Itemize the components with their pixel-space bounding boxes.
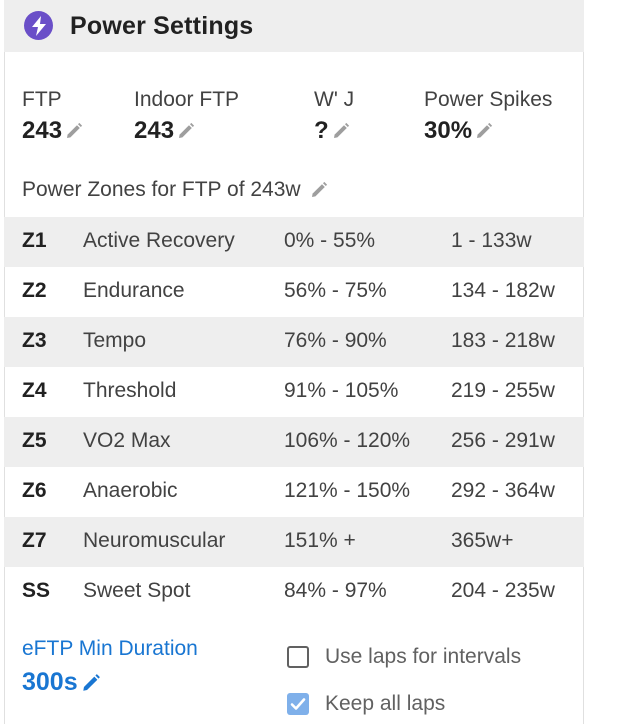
zone-code: Z1 xyxy=(22,229,47,252)
eftp-min-duration-value: 300s xyxy=(22,668,78,696)
zone-row: SS Sweet Spot 84% - 97% 204 - 235w xyxy=(4,567,584,617)
zone-watt-range: 365w+ xyxy=(451,529,514,552)
zone-percent-range: 91% - 105% xyxy=(284,379,399,402)
zone-watt-range: 292 - 364w xyxy=(451,479,555,502)
panel-header: Power Settings xyxy=(4,0,584,52)
zone-name: Sweet Spot xyxy=(83,579,191,602)
indoor-ftp-value: 243 xyxy=(134,117,175,144)
zone-watt-range: 134 - 182w xyxy=(451,279,555,302)
keep-all-laps-label: Keep all laps xyxy=(325,692,446,715)
power-zones-table: Z1 Active Recovery 0% - 55% 1 - 133w Z2 … xyxy=(4,217,584,617)
zone-code: Z7 xyxy=(22,529,47,552)
edit-indoor-ftp-pencil-icon[interactable] xyxy=(176,121,196,141)
ftp-value: 243 xyxy=(22,117,63,144)
zone-row: Z6 Anaerobic 121% - 150% 292 - 364w xyxy=(4,467,584,517)
stat-indoor-ftp: Indoor FTP 243 xyxy=(134,88,239,145)
zone-row: Z5 VO2 Max 106% - 120% 256 - 291w xyxy=(4,417,584,467)
zone-row: Z4 Threshold 91% - 105% 219 - 255w xyxy=(4,367,584,417)
zone-code: Z6 xyxy=(22,479,47,502)
w-prime-value: ? xyxy=(314,117,329,144)
zone-code: Z5 xyxy=(22,429,47,452)
zone-percent-range: 151% + xyxy=(284,529,356,552)
zone-name: Neuromuscular xyxy=(83,529,226,552)
zone-code: Z3 xyxy=(22,329,47,352)
zone-percent-range: 121% - 150% xyxy=(284,479,411,502)
zone-percent-range: 76% - 90% xyxy=(284,329,387,352)
zone-watt-range: 1 - 133w xyxy=(451,229,532,252)
zone-watt-range: 256 - 291w xyxy=(451,429,555,452)
power-spikes-value: 30% xyxy=(424,117,473,144)
use-laps-option[interactable]: Use laps for intervals xyxy=(287,645,521,669)
zone-watt-range: 183 - 218w xyxy=(451,329,555,352)
edit-w-prime-pencil-icon[interactable] xyxy=(331,121,351,141)
eftp-min-duration-label[interactable]: eFTP Min Duration xyxy=(22,637,198,660)
power-zones-heading: Power Zones for FTP of 243w xyxy=(22,178,329,202)
use-laps-checkbox[interactable] xyxy=(287,646,309,668)
zone-name: VO2 Max xyxy=(83,429,171,452)
use-laps-label: Use laps for intervals xyxy=(325,645,522,668)
edit-zones-pencil-icon[interactable] xyxy=(309,180,329,200)
zone-name: Anaerobic xyxy=(83,479,178,502)
keep-all-laps-checkbox[interactable] xyxy=(287,693,309,715)
checkmark-icon xyxy=(290,698,306,710)
lightning-bolt-icon xyxy=(24,11,53,40)
zone-name: Tempo xyxy=(83,329,147,352)
zone-percent-range: 0% - 55% xyxy=(284,229,376,252)
power-zones-title: Power Zones for FTP of 243w xyxy=(22,178,301,201)
stat-ftp: FTP 243 xyxy=(22,88,84,145)
zone-row: Z3 Tempo 76% - 90% 183 - 218w xyxy=(4,317,584,367)
zone-percent-range: 84% - 97% xyxy=(284,579,387,602)
edit-power-spikes-pencil-icon[interactable] xyxy=(474,121,494,141)
page-title: Power Settings xyxy=(70,12,254,40)
zone-code: SS xyxy=(22,579,51,602)
edit-eftp-duration-pencil-icon[interactable] xyxy=(80,672,102,694)
zone-row: Z7 Neuromuscular 151% + 365w+ xyxy=(4,517,584,567)
eftp-min-duration: 300s xyxy=(22,668,102,697)
stat-w-prime: W' J ? xyxy=(314,88,354,145)
zone-percent-range: 56% - 75% xyxy=(284,279,387,302)
ftp-label: FTP xyxy=(22,88,62,111)
edit-ftp-pencil-icon[interactable] xyxy=(64,121,84,141)
zone-name: Active Recovery xyxy=(83,229,235,252)
zone-name: Threshold xyxy=(83,379,177,402)
zone-name: Endurance xyxy=(83,279,185,302)
zone-code: Z4 xyxy=(22,379,47,402)
keep-all-laps-option[interactable]: Keep all laps xyxy=(287,692,445,716)
zone-row: Z2 Endurance 56% - 75% 134 - 182w xyxy=(4,267,584,317)
zone-percent-range: 106% - 120% xyxy=(284,429,411,452)
zone-code: Z2 xyxy=(22,279,47,302)
zone-row: Z1 Active Recovery 0% - 55% 1 - 133w xyxy=(4,217,584,267)
stat-power-spikes: Power Spikes 30% xyxy=(424,88,552,145)
power-spikes-label: Power Spikes xyxy=(424,88,553,111)
zone-watt-range: 204 - 235w xyxy=(451,579,555,602)
w-prime-label: W' J xyxy=(314,88,355,111)
indoor-ftp-label: Indoor FTP xyxy=(134,88,240,111)
zone-watt-range: 219 - 255w xyxy=(451,379,555,402)
